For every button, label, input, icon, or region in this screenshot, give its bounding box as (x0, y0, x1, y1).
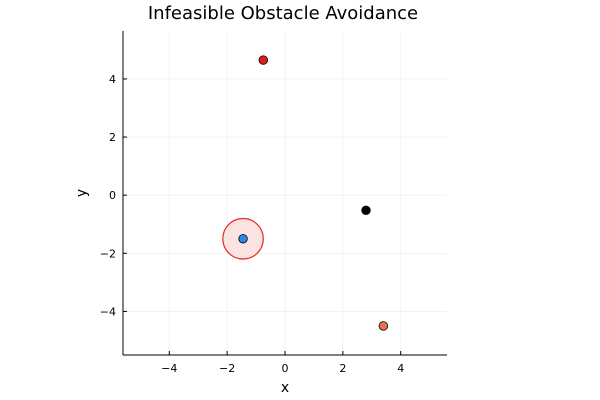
scatter-point (361, 205, 371, 215)
scatter-point (238, 234, 248, 244)
scatter-point (378, 321, 389, 331)
y-tick-label: 2 (109, 131, 116, 144)
x-tick-label: −4 (161, 362, 177, 375)
x-tick-label: 0 (282, 362, 289, 375)
x-tick-label: 4 (397, 362, 404, 375)
y-tick-label: 4 (109, 73, 116, 86)
y-tick-label: −2 (100, 247, 116, 260)
y-tick-label: −4 (100, 305, 116, 318)
x-ticks: −4 −2 0 2 4 (161, 351, 404, 375)
grid (123, 31, 447, 355)
y-tick-label: 0 (109, 189, 116, 202)
x-axis-label: x (281, 380, 289, 396)
y-axis-label: y (74, 189, 90, 197)
x-tick-label: 2 (339, 362, 346, 375)
marks (222, 55, 389, 331)
chart-title: Infeasible Obstacle Avoidance (148, 3, 418, 24)
x-tick-label: −2 (219, 362, 235, 375)
y-ticks: −4 −2 0 2 4 (100, 73, 127, 318)
scatter-point (258, 55, 269, 65)
